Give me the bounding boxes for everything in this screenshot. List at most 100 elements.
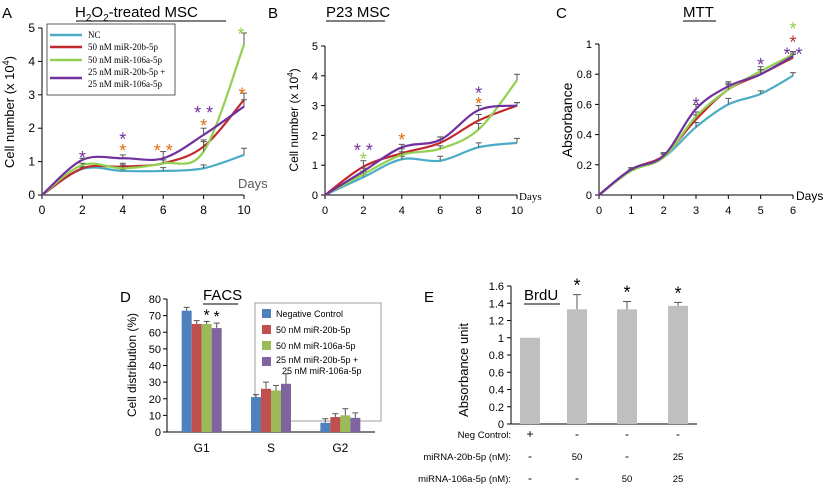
y-tick-label: 0 (586, 190, 592, 202)
svg-text:MTT: MTT (683, 4, 714, 21)
condition-cell: 50 (622, 474, 633, 485)
significance-star: * (398, 130, 405, 150)
svg-text:P23 MSC: P23 MSC (326, 4, 390, 21)
bar (201, 323, 212, 432)
y-tick-label: 80 (149, 294, 161, 306)
legend-label-combo-1: 25 nM miR-20b-5p + (88, 67, 165, 77)
legend-label-neg: Negative Control (276, 309, 343, 319)
legend-label-combo-2: 25 nM miR-106a-5p (88, 79, 162, 89)
x-tick-label: 3 (693, 205, 699, 217)
legend-swatch-neg (262, 309, 271, 318)
category-label: G2 (332, 441, 348, 455)
bar (567, 309, 587, 424)
y-tick-label: 1.4 (489, 298, 504, 310)
x-tick-label: 6 (160, 203, 167, 217)
panel-label-c: C (556, 5, 567, 22)
y-tick-label: 1 (312, 160, 318, 172)
y-tick-label: 4 (312, 71, 318, 83)
y-tick-label: 0.6 (577, 99, 592, 111)
y-tick-label: 70 (149, 311, 161, 323)
significance-star: * (789, 19, 796, 39)
panel-c-title: MTT (683, 4, 716, 22)
panel-c-ylabel: Absorbance (559, 82, 575, 157)
y-tick-label: 10 (149, 410, 161, 422)
x-tick-label: 2 (79, 203, 86, 217)
significance-star: * (360, 149, 367, 169)
x-tick-label: 4 (119, 203, 126, 217)
significance-star: * (79, 148, 86, 168)
condition-row-label: miRNA-20b-5p (nM): (423, 452, 511, 463)
bar (520, 337, 540, 424)
panel-b-series-0-line (324, 141, 518, 196)
significance-star: * (204, 307, 210, 324)
y-tick-label: 0.2 (489, 402, 504, 414)
significance-star: * * (194, 103, 213, 123)
panel-a-series-2-line (41, 44, 246, 196)
significance-star: * * (783, 45, 802, 65)
condition-cell: - (625, 449, 629, 463)
x-tick-label: 5 (758, 205, 764, 217)
legend-swatch-combo (262, 357, 271, 366)
svg-text:BrdU: BrdU (524, 287, 558, 304)
y-tick-label: 2 (28, 121, 35, 135)
bar (281, 383, 291, 432)
panel-a-series-3-line (41, 105, 245, 196)
bar (181, 310, 192, 432)
condition-cell: - (676, 427, 680, 441)
significance-star: * (757, 55, 764, 75)
condition-cell: - (625, 427, 629, 441)
panel-b-xlabel: Days (519, 191, 542, 203)
x-tick-label: 2 (661, 205, 667, 217)
x-tick-label: 6 (437, 205, 443, 217)
significance-star: * (623, 283, 630, 303)
category-label: S (267, 441, 275, 455)
significance-star: * (237, 24, 244, 44)
panel-d-legend: Negative Control 50 nM miR-20b-5p 50 nM … (254, 302, 382, 422)
panel-e-ylabel: Absorbance unit (456, 323, 471, 417)
panel-c-plot: 00.20.40.60.810 1 2 3 4 5 6***** * (577, 19, 803, 217)
y-tick-label: 4 (28, 54, 35, 68)
bar (271, 390, 281, 432)
panel-a-xlabel: Days (238, 176, 268, 191)
panel-d-title: FACS (203, 287, 242, 305)
panel-a-series-1-line (41, 99, 245, 196)
legend-label-combo-1: 25 nM miR-20b-5p + (276, 355, 358, 365)
condition-row-label: Neg Control: (458, 430, 511, 441)
significance-star: * (238, 84, 245, 104)
condition-cell: - (575, 427, 579, 441)
panel-a-legend: NC 50 nM miR-20b-5p 50 nM miR-106a-5p 25… (46, 23, 176, 96)
bar (340, 415, 351, 432)
x-tick-label: 4 (399, 205, 405, 217)
x-tick-label: 2 (360, 205, 366, 217)
y-tick-label: 1.6 (489, 281, 504, 293)
legend-label-106a: 50 nM miR-106a-5p (276, 341, 356, 351)
significance-star: * (789, 32, 796, 52)
condition-cell: 50 (572, 452, 583, 463)
panel-e-plot: 0 0.2 0.4 0.6 0.8 1 1.2 1.4 1.6 * * * Neg Control: + -… (418, 276, 697, 485)
y-tick-label: 40 (149, 361, 161, 373)
panel-d-plot: 0 10 20 30 40 50 60 70 80 G1 S G2 * * (149, 294, 375, 455)
significance-star: * (475, 84, 482, 104)
y-tick-label: 0.6 (489, 367, 504, 379)
legend-label-nc: NC (88, 30, 101, 40)
condition-row-label: miRNA-106a-5p (nM): (418, 474, 511, 485)
y-tick-label: 50 (149, 344, 161, 356)
x-tick-label: 0 (596, 205, 602, 217)
legend-label-20b: 50 nM miR-20b-5p (88, 42, 159, 52)
y-tick-label: 1 (28, 155, 35, 169)
bar (617, 309, 637, 424)
x-tick-label: 0 (39, 203, 46, 217)
x-tick-label: 10 (237, 203, 251, 217)
significance-star: * (214, 309, 220, 326)
bar (668, 305, 688, 424)
condition-cell: 25 (673, 452, 684, 463)
y-tick-label: 1 (498, 333, 504, 345)
svg-text:H2O2-treated MSC: H2O2-treated MSC (75, 4, 198, 24)
y-tick-label: 1.2 (489, 316, 504, 328)
significance-star: * * (154, 141, 173, 161)
y-tick-label: 3 (28, 88, 35, 102)
legend-swatch-20b (262, 325, 271, 334)
significance-star: * * (354, 140, 373, 160)
